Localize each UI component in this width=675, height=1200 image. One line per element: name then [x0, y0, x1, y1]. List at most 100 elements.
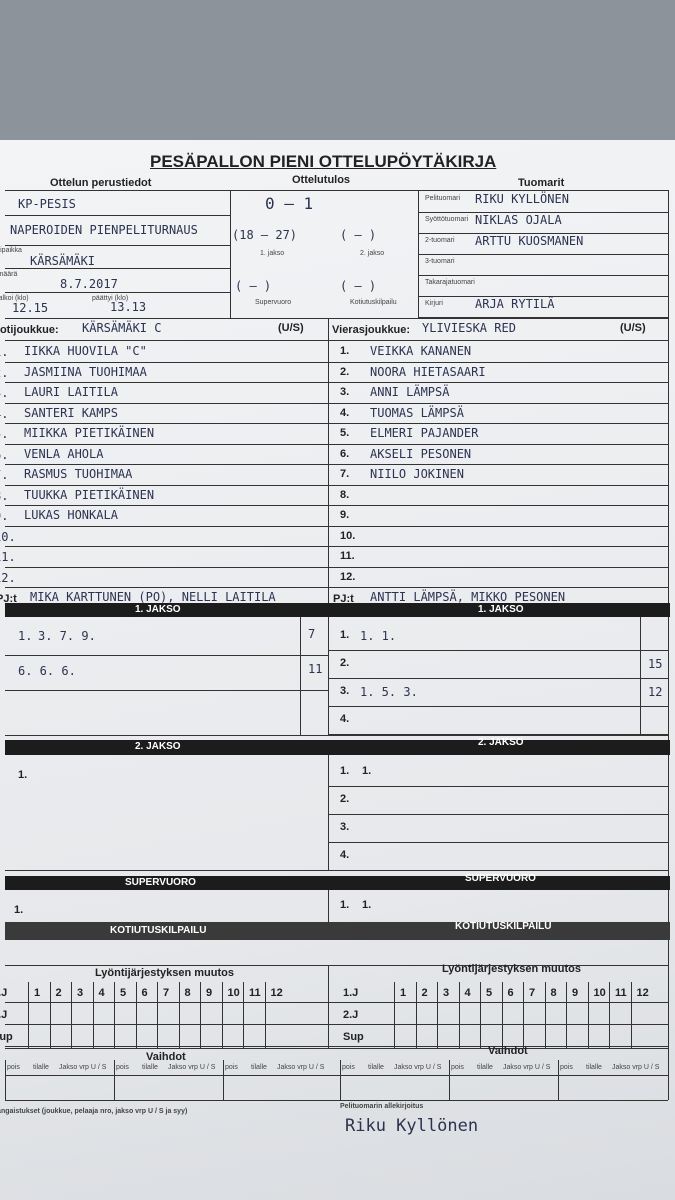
rule	[328, 706, 668, 707]
text: 2.J	[0, 1009, 8, 1021]
rule	[328, 617, 329, 735]
rule	[5, 292, 230, 293]
rule	[328, 965, 329, 1048]
rule	[5, 382, 328, 383]
text: RIKU KYLLÖNEN	[475, 192, 569, 206]
rule	[328, 587, 668, 588]
text: Kotiutuskilpailu	[350, 299, 397, 306]
text: päättyi (klo)	[92, 295, 129, 302]
text: 4	[464, 987, 471, 999]
text: VEIKKA KANANEN	[370, 344, 472, 358]
rule	[630, 982, 632, 1048]
text: NIKLAS OJALA	[475, 213, 562, 227]
rule	[157, 982, 158, 1048]
text: 1. 1.	[360, 629, 397, 643]
text: 1.	[18, 629, 33, 643]
rule	[5, 1024, 328, 1025]
text: 4.	[0, 406, 9, 421]
rule	[328, 1024, 668, 1025]
rule	[328, 382, 668, 383]
rule	[418, 254, 668, 255]
text: 3	[443, 987, 450, 999]
rule	[5, 1060, 6, 1100]
rule	[328, 1002, 668, 1003]
text: 4.	[340, 849, 350, 861]
text: 1. jakso	[260, 250, 285, 257]
text: tilalle	[368, 1064, 384, 1071]
rule	[71, 982, 72, 1048]
text: 2.J	[343, 1009, 359, 1021]
text: (U/S)	[620, 322, 646, 334]
text: 1.J	[343, 987, 359, 999]
text: 1	[34, 987, 41, 999]
text: Sup	[0, 1031, 13, 1043]
text: ANNI LÄMPSÄ	[370, 385, 450, 399]
rule	[418, 233, 668, 234]
text: 3.	[340, 821, 350, 833]
text: 10	[593, 987, 606, 999]
text: 1.	[340, 345, 350, 357]
text: 6	[141, 987, 148, 999]
text: 1.	[340, 765, 350, 777]
rule	[328, 402, 668, 404]
text: Kotijoukkue:	[0, 324, 59, 336]
text: KOTIUTUSKILPAILU	[455, 921, 552, 932]
rule	[328, 870, 668, 871]
text: pois	[225, 1064, 238, 1071]
rule	[418, 296, 668, 297]
text: KOTIUTUSKILPAILU	[110, 925, 207, 936]
text: 5.	[0, 427, 9, 441]
rule	[114, 982, 115, 1048]
rule	[640, 617, 641, 735]
text: Syöttötuomari	[425, 216, 469, 223]
text: Kirjuri	[425, 300, 443, 307]
rule	[328, 566, 668, 568]
text: PJ:t	[0, 593, 17, 605]
rule	[418, 275, 668, 276]
text: RASMUS TUOHIMAA	[24, 467, 133, 481]
text: 2-tuomari	[425, 237, 455, 244]
text: 8.	[0, 488, 9, 503]
rule	[328, 890, 329, 922]
text: Jakso vrp U / S	[59, 1064, 107, 1071]
text: AKSELI PESONEN	[370, 446, 472, 461]
text: 1. JAKSO	[478, 604, 524, 615]
text: 1.	[362, 899, 372, 911]
text: 8.7.2017	[60, 277, 118, 291]
section-label: Tuomarit	[518, 177, 565, 189]
text: 5.	[340, 427, 350, 439]
section-label: Ottelutulos	[292, 174, 351, 186]
text: (18 – 27)	[232, 228, 298, 242]
text: Ottelu alkoi (klo)	[0, 295, 29, 302]
rule	[328, 650, 668, 651]
text: NOORA HIETASAARI	[370, 364, 486, 379]
text: VENLA AHOLA	[24, 446, 104, 461]
rule	[328, 734, 668, 735]
text: 3	[77, 987, 84, 999]
text: 2. jakso	[360, 250, 385, 257]
rule	[5, 190, 668, 191]
text: 3.	[340, 386, 350, 398]
text: TUUKKA PIETIKÄINEN	[24, 487, 155, 502]
text: Jakso vrp U / S	[277, 1064, 325, 1071]
rule	[5, 1002, 328, 1003]
rule	[5, 505, 328, 506]
text: 7	[308, 627, 316, 641]
text: 11	[615, 987, 627, 999]
rule	[328, 443, 668, 445]
text: 1	[400, 987, 407, 999]
text: Pelituomarin allekirjoitus	[340, 1103, 424, 1110]
text: 9	[206, 987, 213, 999]
text: Supervuoro	[255, 299, 292, 306]
text: 5	[486, 987, 493, 999]
rule	[340, 1060, 341, 1100]
rule	[328, 546, 668, 547]
text: LUKAS HONKALA	[24, 508, 118, 522]
rule	[230, 190, 231, 318]
text: YLIVIESKA RED	[422, 321, 516, 335]
text: 11	[308, 662, 323, 676]
text: 8	[550, 987, 557, 999]
text: 6	[507, 987, 514, 999]
text: 9.	[0, 509, 9, 523]
